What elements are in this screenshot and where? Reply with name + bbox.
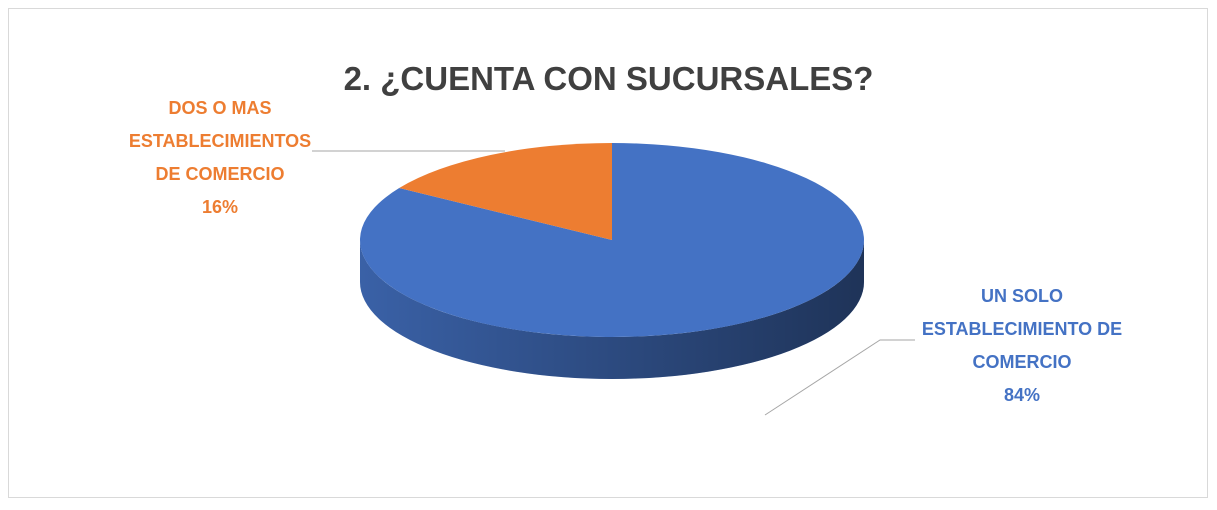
data-label-value: 84%	[1003, 385, 1041, 405]
chart-title: 2. ¿CUENTA CON SUCURSALES?	[343, 60, 874, 97]
pie-slice	[399, 143, 612, 240]
data-label-value: 16%	[201, 197, 239, 217]
pie-side-shade	[360, 240, 864, 379]
chart-frame	[8, 8, 1208, 498]
data-label-category: DOS O MAS ESTABLECIMIENTOS DE COMERCIO	[128, 98, 312, 184]
leader-line	[764, 339, 915, 416]
data-label-category: UN SOLO ESTABLECIMIENTO DE COMERCIO	[921, 286, 1123, 372]
